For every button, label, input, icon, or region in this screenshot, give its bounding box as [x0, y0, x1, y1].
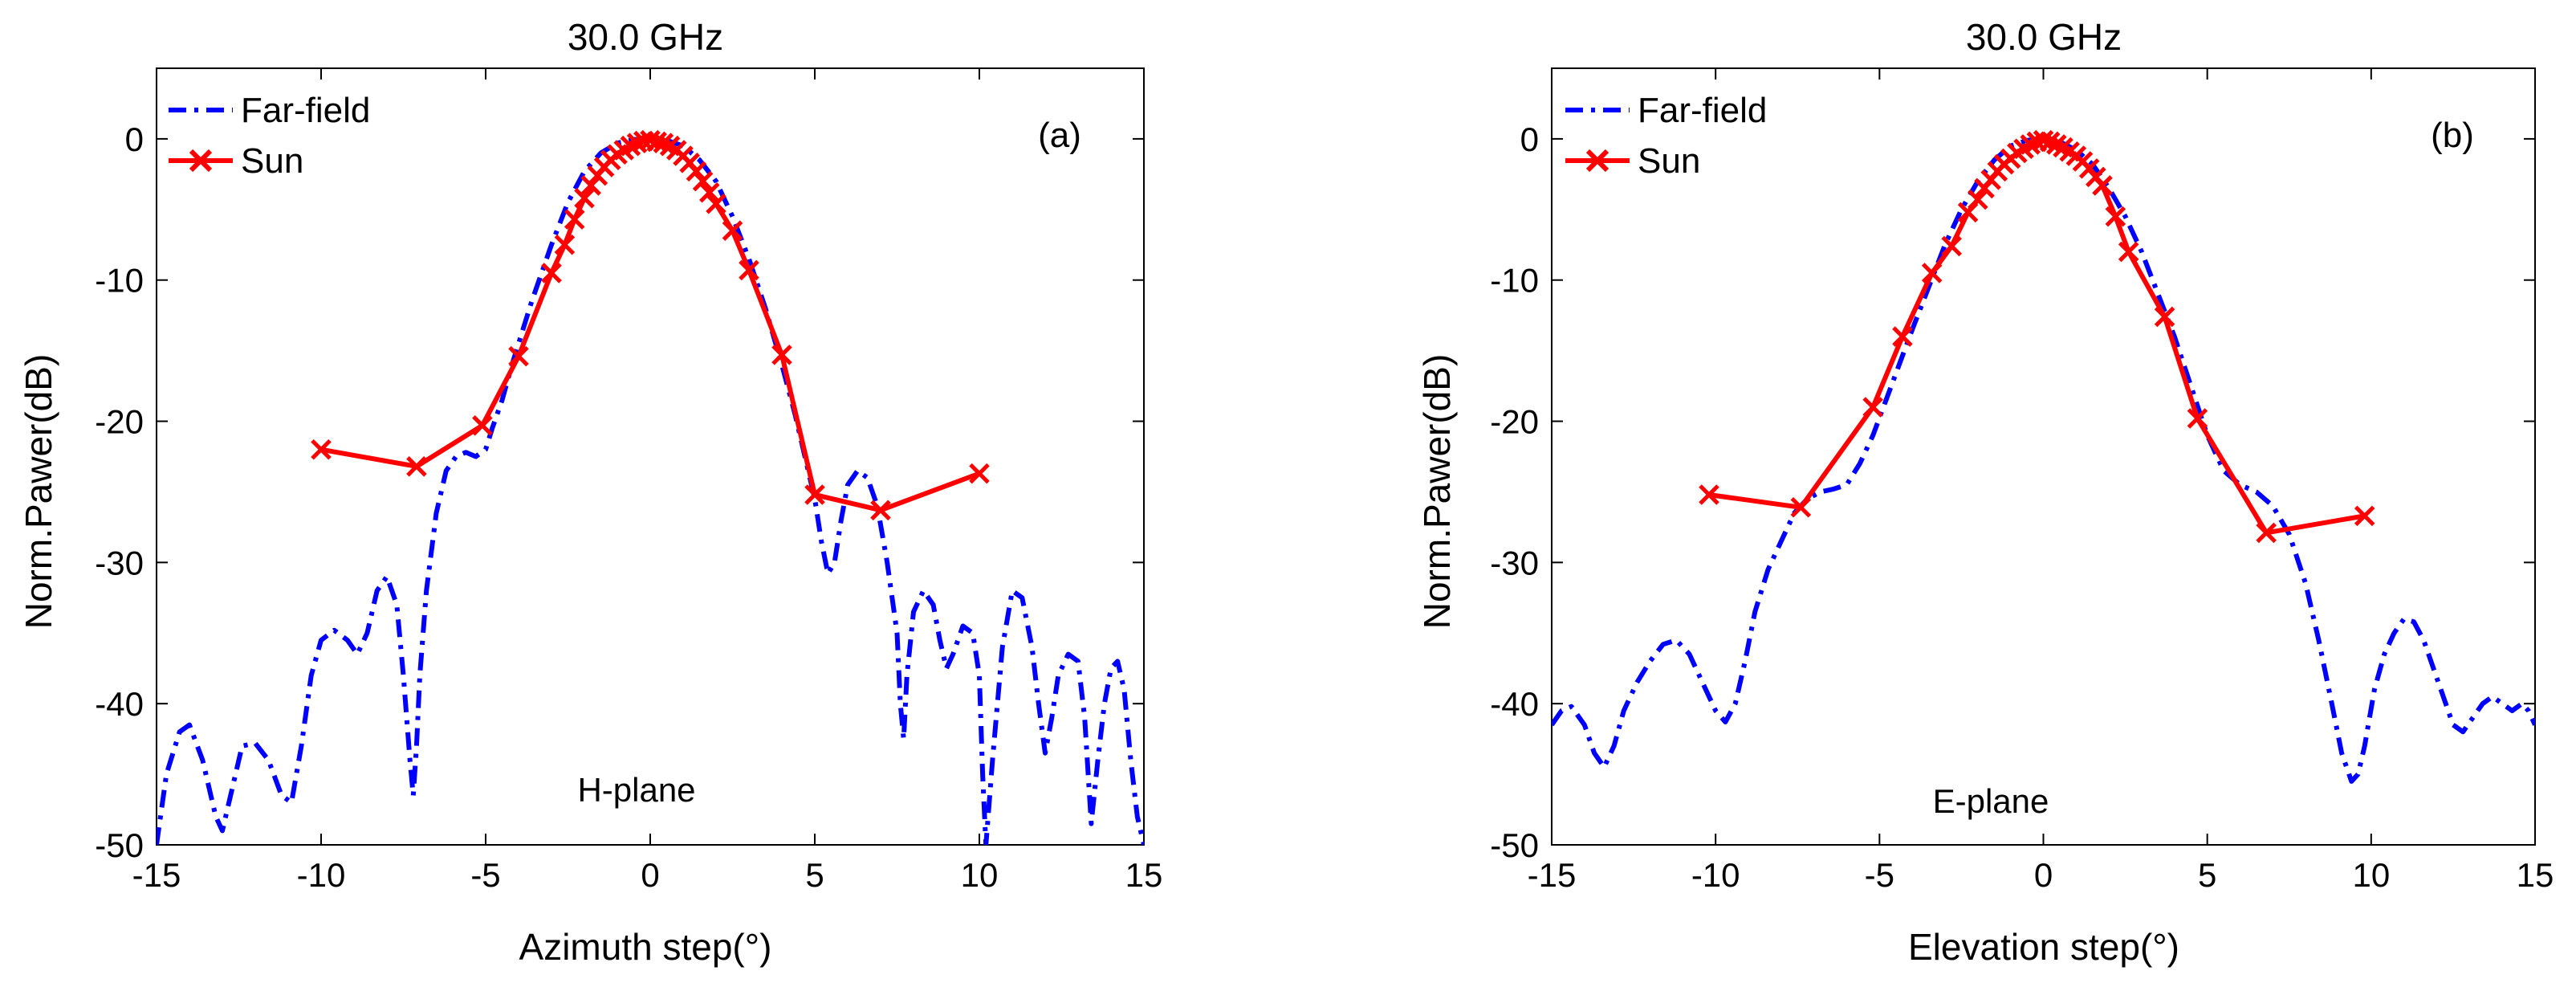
sun-marker-a-25: [692, 170, 714, 192]
legend-label-far-field-b: Far-field: [1638, 91, 1767, 130]
y-tick-label-a-1: -40: [95, 685, 144, 723]
x-tick-label-b-3: 0: [2034, 856, 2053, 894]
x-axis-label-b: Elevation step(°): [1908, 926, 2179, 968]
chart-panel-a: 30.0 GHz -15 -10 -5 0 5 10 15 -50-40-30-20-100…: [18, 16, 1162, 968]
sun-marker-a-28: [722, 220, 743, 241]
x-tick-label-a-2: -5: [470, 856, 500, 894]
sun-marker-a-4: [541, 263, 562, 283]
y-tick-label-a-4: -10: [95, 262, 144, 300]
sun-marker-a-2: [472, 415, 493, 436]
y-axis-ticks-a: -50 -40 -30 -20 -10 0: [95, 120, 1144, 864]
sun-marker-b-31: [2256, 522, 2277, 544]
legend-marker-sun-a: [189, 149, 213, 173]
y-tick-label-b-4: -10: [1490, 262, 1539, 300]
plane-label-a: H-plane: [577, 771, 695, 809]
y-tick-label-b-2: -30: [1490, 544, 1539, 581]
sun-marker-a-30: [771, 345, 792, 365]
x-tick-label-a-4: 5: [805, 856, 824, 894]
sun-marker-b-28: [2118, 241, 2139, 263]
x-tick-label-b-0: -15: [1528, 856, 1577, 894]
sun-marker-b-7: [1968, 189, 1988, 210]
sun-marker-a-32: [870, 500, 891, 521]
x-tick-label-a-6: 15: [1125, 856, 1163, 894]
sun-marker-a-18: [646, 131, 667, 153]
sun-marker-a-1: [406, 456, 427, 477]
y-tick-label-a-5: 0: [125, 120, 144, 158]
sun-marker-b-3: [1892, 326, 1913, 347]
sun-marker-a-0: [311, 438, 332, 460]
x-tick-label-a-0: -15: [132, 856, 181, 894]
sun-marker-b-5: [1941, 235, 1962, 257]
sun-marker-a-8: [580, 175, 601, 196]
sun-marker-b-1: [1790, 497, 1812, 518]
series-line-sun-a: [320, 137, 981, 513]
sun-marker-a-5: [554, 235, 576, 255]
y-tick-label-b-5: 0: [1520, 120, 1539, 158]
plane-label-b: E-plane: [1933, 782, 2049, 820]
x-tick-label-b-4: 5: [2198, 856, 2216, 894]
sun-marker-a-6: [564, 209, 585, 230]
sun-marker-a-24: [686, 161, 707, 182]
sun-marker-b-17: [2033, 129, 2054, 151]
y-axis-ticks-b: -50 -40 -30 -20 -10 0: [1490, 120, 2535, 864]
sun-marker-b-29: [2154, 306, 2175, 328]
y-tick-label-a-3: -20: [95, 403, 144, 441]
legend-marker-sun-b: [1585, 149, 1609, 173]
y-tick-label-b-3: -20: [1490, 403, 1539, 441]
series-group-b: [1552, 129, 2535, 784]
legend-label-sun-a: Sun: [241, 141, 303, 181]
sun-marker-b-30: [2187, 408, 2208, 429]
y-tick-label-a-0: -50: [95, 826, 144, 864]
chart-panel-b: 30.0 GHz -15 -10 -5 0 5 10 15 -50-40-30-20-100…: [1416, 16, 2554, 968]
x-tick-label-b-5: 10: [2352, 856, 2390, 894]
sun-marker-a-33: [969, 463, 990, 484]
y-tick-label-b-0: -50: [1490, 826, 1539, 864]
series-line-far-field-a: [157, 136, 1144, 845]
y-tick-label-a-2: -30: [95, 544, 144, 581]
series-group-a: [157, 129, 1144, 845]
sun-marker-a-7: [574, 187, 595, 209]
legend-label-far-field-a: Far-field: [241, 91, 370, 130]
x-tick-label-b-2: -5: [1865, 856, 1894, 894]
chart-title-a: 30.0 GHz: [568, 16, 723, 58]
x-axis-label-a: Azimuth step(°): [519, 926, 772, 968]
chart-title-b: 30.0 GHz: [1966, 16, 2122, 58]
y-axis-label-b: Norm.Pawer(dB): [1416, 354, 1458, 630]
sun-marker-b-4: [1921, 263, 1943, 283]
sun-marker-b-27: [2105, 206, 2126, 227]
sun-marker-b-0: [1699, 484, 1719, 505]
sun-marker-a-27: [706, 194, 726, 214]
x-tick-label-a-5: 10: [961, 856, 999, 894]
x-axis-ticks-b: -15 -10 -5 0 5 10 15: [1528, 68, 2554, 894]
legend-b: Far-field Sun: [1565, 91, 1767, 181]
x-tick-label-a-3: 0: [641, 856, 659, 894]
x-tick-label-b-6: 15: [2517, 856, 2554, 894]
sun-marker-a-31: [804, 484, 825, 505]
x-axis-ticks-a: -15 -10 -5 0 5 10 15: [132, 68, 1163, 894]
y-tick-label-b-1: -40: [1490, 685, 1539, 723]
y-axis-label-a: Norm.Pawer(dB): [18, 354, 59, 630]
sun-marker-b-26: [2092, 175, 2113, 196]
sun-marker-a-3: [508, 345, 529, 367]
panel-tag-b: (b): [2431, 116, 2474, 155]
panel-tag-a: (a): [1038, 116, 1081, 155]
sun-marker-a-29: [739, 259, 759, 281]
x-tick-label-b-1: -10: [1691, 856, 1740, 894]
sun-marker-a-26: [699, 181, 720, 203]
legend-a: Far-field Sun: [169, 91, 370, 181]
sun-marker-b-2: [1862, 397, 1883, 418]
legend-label-sun-b: Sun: [1638, 141, 1700, 181]
sun-marker-b-6: [1957, 202, 1979, 223]
sun-marker-b-32: [2354, 505, 2375, 527]
x-tick-label-a-1: -10: [297, 856, 346, 894]
